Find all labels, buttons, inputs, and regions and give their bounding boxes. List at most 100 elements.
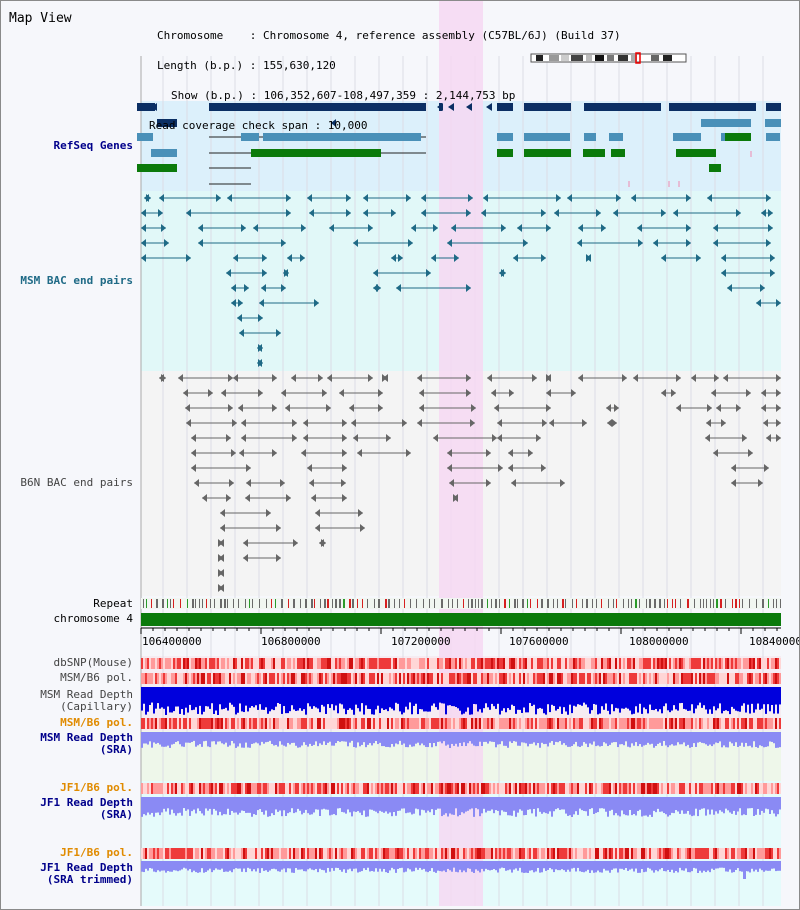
msm-b6-pol-2-strip	[225, 718, 227, 729]
jf1-pol-strip	[225, 783, 227, 794]
b6n-bac-end	[378, 404, 383, 412]
jf1-pol-2-strip	[253, 848, 255, 859]
jf1-depth-bar	[287, 797, 289, 814]
b6n-bac-end	[614, 404, 619, 412]
msm-depth-cap-bar	[713, 687, 715, 707]
repeat-mark	[639, 599, 640, 608]
msm-b6-pol-strip	[561, 673, 563, 684]
jf1-trim-depth-bar	[349, 861, 351, 869]
msm-depth-cap-bar	[377, 687, 379, 706]
msm-b6-pol-2-strip	[317, 718, 319, 729]
jf1-depth-bar	[705, 797, 707, 816]
jf1-depth-bar	[363, 797, 365, 811]
jf1-pol-2-strip	[303, 848, 305, 859]
jf1-pol-strip	[485, 783, 487, 794]
jf1-pol-2-strip	[673, 848, 675, 859]
jf1-pol-2-strip	[341, 848, 343, 859]
msm-bac-end	[541, 209, 546, 217]
jf1-pol-2-strip	[539, 848, 541, 859]
jf1-trim-depth-bar	[283, 861, 285, 869]
msm-b6-pol-strip	[745, 673, 747, 684]
dbsnp-strip	[577, 658, 579, 669]
msm-depth-sra-bar	[329, 732, 331, 742]
msm-depth-cap-bar	[375, 687, 377, 710]
msm-depth-cap-bar	[443, 687, 445, 704]
msm-bac-end	[258, 344, 263, 352]
jf1-pol-strip	[385, 783, 387, 794]
msm-depth-cap-bar	[655, 687, 657, 709]
b6n-bac-end	[191, 434, 196, 442]
jf1-trim-depth-bar	[249, 861, 251, 869]
msm-depth-cap-bar	[359, 687, 361, 712]
jf1-pol-strip	[175, 783, 177, 794]
repeat-mark	[275, 599, 276, 608]
b6n-bac-end	[246, 464, 251, 472]
jf1-pol-strip	[163, 783, 165, 794]
b6n-bac-label[interactable]: B6N BAC end pairs	[20, 476, 133, 489]
jf1-depth-bar	[467, 797, 469, 811]
repeat-mark	[742, 599, 743, 608]
refseq-genes-label[interactable]: RefSeq Genes	[53, 139, 133, 152]
dbsnp-strip	[525, 658, 527, 669]
ideogram-band	[595, 55, 604, 61]
jf1-depth-bar	[689, 797, 691, 815]
jf1-pol-strip	[259, 783, 261, 794]
b6n-bac-end	[571, 389, 576, 397]
msm-depth-cap-bar	[271, 687, 273, 710]
msm-depth-cap-bar	[567, 687, 569, 715]
jf1-depth-bar	[523, 797, 525, 816]
msm-depth-sra-bar	[297, 732, 299, 748]
msm-bac-end	[141, 224, 146, 232]
msm-bac-end	[721, 254, 726, 262]
msm-depth-cap-bar	[315, 687, 317, 708]
jf1-depth-bar	[475, 797, 477, 809]
jf1-depth-bar	[673, 797, 675, 814]
msm-b6-pol-2-strip	[701, 718, 703, 729]
jf1-pol-2-strip	[779, 848, 781, 859]
jf1-pol-strip	[777, 783, 779, 794]
b6n-bac-end	[486, 449, 491, 457]
b6n-bac-end	[776, 389, 781, 397]
b6n-bac-end	[291, 374, 296, 382]
jf1-depth-bar	[371, 797, 373, 810]
jf1-pol-2-strip	[263, 848, 265, 859]
msm-b6-pol-strip	[625, 673, 627, 684]
msm-b6-pol-2-strip	[691, 718, 693, 729]
jf1-trim-depth-bar	[511, 861, 513, 873]
dbsnp-strip	[195, 658, 197, 669]
msm-depth-cap-bar	[513, 687, 515, 707]
msm-b6-pol-strip	[427, 673, 429, 684]
msm-depth-cap-bar	[695, 687, 697, 709]
jf1-depth-bar	[481, 797, 483, 814]
jf1-trim-depth-bar	[627, 861, 629, 871]
b6n-bac-end	[447, 449, 452, 457]
msm-b6-pol-strip	[167, 673, 169, 684]
msm-depth-cap-bar	[721, 687, 723, 714]
msm-bac-label[interactable]: MSM BAC end pairs	[20, 274, 133, 287]
msm-depth-cap-bar	[355, 687, 357, 705]
msm-b6-pol-2-strip	[329, 718, 331, 729]
jf1-trim-depth-bar	[401, 861, 403, 868]
msm-depth-cap-bar	[213, 687, 215, 714]
jf1-pol-strip	[439, 783, 441, 794]
msm-depth-sra-bar	[649, 732, 651, 745]
msm-b6-pol-strip	[761, 673, 763, 684]
b6n-bac-end	[764, 464, 769, 472]
jf1-pol-2-strip	[455, 848, 457, 859]
jf1-pol-2-strip	[695, 848, 697, 859]
repeat-mark	[187, 599, 188, 608]
jf1-trim-depth-bar	[453, 861, 455, 868]
msm-depth-sra-bar	[625, 732, 627, 742]
b6n-bac-end	[419, 389, 424, 397]
msm-b6-pol-2-strip	[157, 718, 159, 729]
dbsnp-strip	[623, 658, 625, 669]
repeat-mark	[509, 599, 510, 608]
msm-depth-sra-bar	[417, 732, 419, 743]
jf1-depth-bar	[203, 797, 205, 816]
msm-b6-pol-2-strip	[563, 718, 565, 729]
jf1-depth-bar	[221, 797, 223, 816]
b6n-bac-end	[349, 404, 354, 412]
jf1-pol-2-strip	[737, 848, 739, 859]
dbsnp-strip	[367, 658, 369, 669]
